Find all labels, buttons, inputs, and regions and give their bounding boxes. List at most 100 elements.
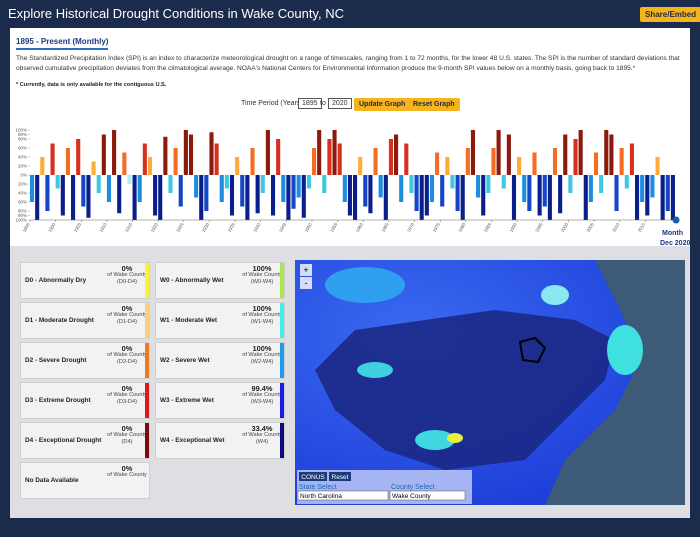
- bar: [112, 130, 117, 175]
- bar: [358, 157, 363, 175]
- reset-map-button[interactable]: [329, 472, 351, 481]
- reset-button[interactable]: Reset Graph: [408, 98, 460, 111]
- bar: [429, 175, 435, 202]
- bar: [224, 175, 229, 189]
- legend-cell: W1 - Moderate Wet 100% of Wake County (W1-W…: [155, 302, 285, 339]
- bar: [573, 139, 578, 175]
- bar: [127, 175, 132, 184]
- x-tick-label: 1995: [534, 222, 544, 234]
- slider-value: Dec 2020: [660, 240, 691, 247]
- reset-map-label: Reset: [332, 474, 349, 481]
- note: * Currently, data is only available for …: [16, 82, 167, 88]
- bar: [296, 175, 301, 198]
- legend-unit: of Wake County: [242, 392, 282, 398]
- bar: [552, 148, 558, 175]
- legend-unit: of Wake County: [242, 312, 282, 318]
- bar: [609, 134, 614, 175]
- bar: [368, 175, 373, 214]
- conus-button[interactable]: [299, 472, 327, 481]
- bar: [194, 175, 199, 198]
- legend-value-box: 0% of Wake County (D0-D4): [107, 265, 147, 286]
- x-tick-label: 1980: [457, 222, 467, 234]
- legend-value-box: 0% of Wake County (D1-D4): [107, 305, 147, 326]
- legend-swatch: [145, 423, 149, 458]
- legend-label: D2 - Severe Drought: [25, 357, 87, 364]
- county-select[interactable]: [389, 490, 466, 501]
- bar: [153, 175, 158, 216]
- state-select[interactable]: [297, 490, 389, 501]
- x-tick-label: 1990: [509, 222, 519, 234]
- bar: [276, 139, 281, 175]
- legend-range: (W2-W4): [250, 359, 274, 365]
- bar: [665, 175, 670, 211]
- y-tick-label: 60%: [18, 200, 27, 205]
- legend-swatch: [145, 263, 149, 298]
- bar: [619, 148, 624, 175]
- county-value: Wake County: [392, 493, 432, 500]
- map[interactable]: + - CONUS Reset State Select County Sele…: [295, 260, 685, 505]
- bar: [378, 175, 383, 198]
- legend-range: (W1-W4): [250, 319, 274, 325]
- legend-unit: of Wake County: [107, 432, 147, 438]
- bar: [476, 175, 481, 198]
- update-button[interactable]: Update Graph: [354, 98, 411, 111]
- legend-value: 0%: [121, 464, 133, 473]
- x-tick-label: 1930: [201, 222, 211, 234]
- bar: [229, 175, 235, 216]
- legend-swatch: [280, 423, 284, 458]
- legend-unit: of Wake County: [107, 392, 147, 398]
- legend-label: D1 - Moderate Drought: [25, 317, 94, 324]
- conus-label: CONUS: [301, 474, 325, 481]
- bar: [281, 175, 286, 202]
- wet-area: [415, 430, 455, 450]
- description: The Standardized Precipitation Index (SP…: [16, 55, 680, 72]
- share-button[interactable]: Share/Embed: [640, 7, 700, 22]
- wet-area: [357, 362, 393, 378]
- legend-value-box: 33.4% of Wake County (W4): [242, 425, 282, 446]
- x-tick-label: 1945: [278, 222, 288, 234]
- zoom-in[interactable]: [300, 264, 312, 276]
- bar: [527, 175, 532, 211]
- bar: [501, 175, 506, 189]
- bar: [106, 175, 112, 202]
- legend-cell: W0 - Abnormally Wet 100% of Wake County (W0…: [155, 262, 285, 299]
- bar: [583, 175, 588, 220]
- x-tick-label: 1925: [175, 222, 185, 234]
- legend-unit: of Wake County: [242, 432, 282, 438]
- legend-cell: W3 - Extreme Wet 99.4% of Wake County (W3-W…: [155, 382, 285, 419]
- legend-cell: D3 - Extreme Drought 0% of Wake County (D3-…: [20, 382, 150, 419]
- bar: [660, 175, 665, 220]
- legend-label: W2 - Severe Wet: [160, 357, 210, 364]
- state-label: State Select: [299, 484, 337, 491]
- slider-handle[interactable]: [672, 216, 680, 224]
- bar: [593, 152, 599, 175]
- x-tick-label: 2015: [637, 222, 647, 234]
- zoom-out[interactable]: [300, 277, 312, 289]
- legend-swatch: [280, 263, 284, 298]
- start-input[interactable]: 1895: [298, 98, 322, 109]
- bar: [481, 175, 486, 216]
- legend-cell: W2 - Severe Wet 100% of Wake County (W2-W4): [155, 342, 285, 379]
- legend-value: 100%: [252, 264, 272, 273]
- spi-chart: 100%90%80%60%40%20%0%20%40%60%80%90%100%…: [15, 128, 680, 234]
- legend-value: 33.4%: [251, 424, 273, 433]
- bar: [450, 175, 455, 189]
- to-label: to: [320, 100, 326, 107]
- bar: [614, 175, 619, 211]
- bar: [599, 175, 604, 193]
- tab[interactable]: 1895 - Present (Monthly): [16, 37, 109, 50]
- legend-swatch: [145, 383, 149, 418]
- y-tick-label: 80%: [18, 137, 27, 142]
- y-tick-label: 20%: [18, 164, 27, 169]
- bar: [383, 175, 388, 220]
- bar: [101, 134, 106, 175]
- bar: [132, 175, 137, 220]
- end-input[interactable]: 2020: [328, 98, 352, 109]
- bar: [342, 175, 347, 202]
- legend-value: 0%: [121, 424, 133, 433]
- wet-area: [607, 325, 643, 375]
- bar: [291, 175, 296, 209]
- legend-value: 0%: [121, 304, 133, 313]
- y-tick-label: 90%: [18, 213, 27, 218]
- legend-cell: D4 - Exceptional Drought 0% of Wake County…: [20, 422, 150, 459]
